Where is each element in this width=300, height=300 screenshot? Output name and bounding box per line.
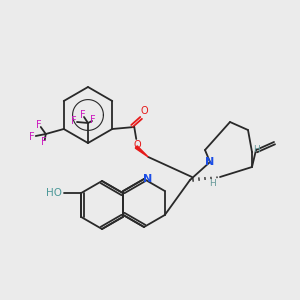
Text: O: O [140,106,148,116]
Text: H: H [254,146,260,154]
Text: F: F [36,120,42,130]
Text: F: F [90,115,96,125]
Text: F: F [29,132,34,142]
Text: H: H [208,178,215,188]
Text: O: O [134,140,141,150]
Polygon shape [135,146,148,157]
Text: HO: HO [46,188,62,198]
Text: N: N [143,174,153,184]
Text: N: N [206,157,214,167]
Text: F: F [80,110,86,120]
Text: F: F [41,137,46,147]
Text: F: F [71,116,77,126]
